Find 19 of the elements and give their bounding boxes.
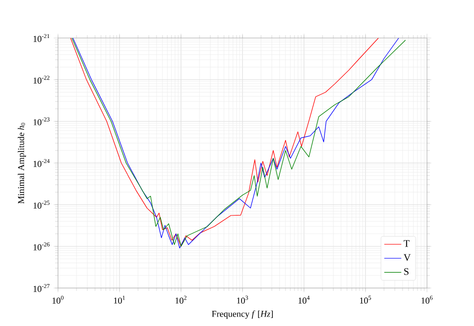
x-tick-label: 10$^{6}$ [422,296,433,304]
x-tick-label: 10$^{1}$ [114,296,125,304]
y-axis-title: Minimal Amplitude h$_{0}$ [18,122,26,204]
y-tick-label: 10$^{-27}$ [34,284,50,292]
legend-label: V [404,254,411,261]
y-tick-label: 10$^{-22}$ [34,76,50,84]
y-tick-label: 10$^{-25}$ [34,200,50,209]
x-tick-label: 10$^{0}$ [52,296,64,304]
y-tick-label: 10$^{-24}$ [34,159,50,167]
x-axis-title: Frequency f [Hz] [212,310,273,319]
x-tick-label: 10$^{5}$ [360,296,372,304]
y-tick-label: 10$^{-26}$ [34,242,50,250]
legend-label: S [404,268,408,275]
legend-label: T [404,240,410,247]
y-tick-label: 10$^{-21}$ [34,34,50,42]
x-tick-label: 10$^{4}$ [298,296,310,304]
x-tick-label: 10$^{3}$ [237,296,248,304]
x-tick-label: 10$^{2}$ [176,296,186,304]
y-tick-label: 10$^{-23}$ [34,117,50,126]
